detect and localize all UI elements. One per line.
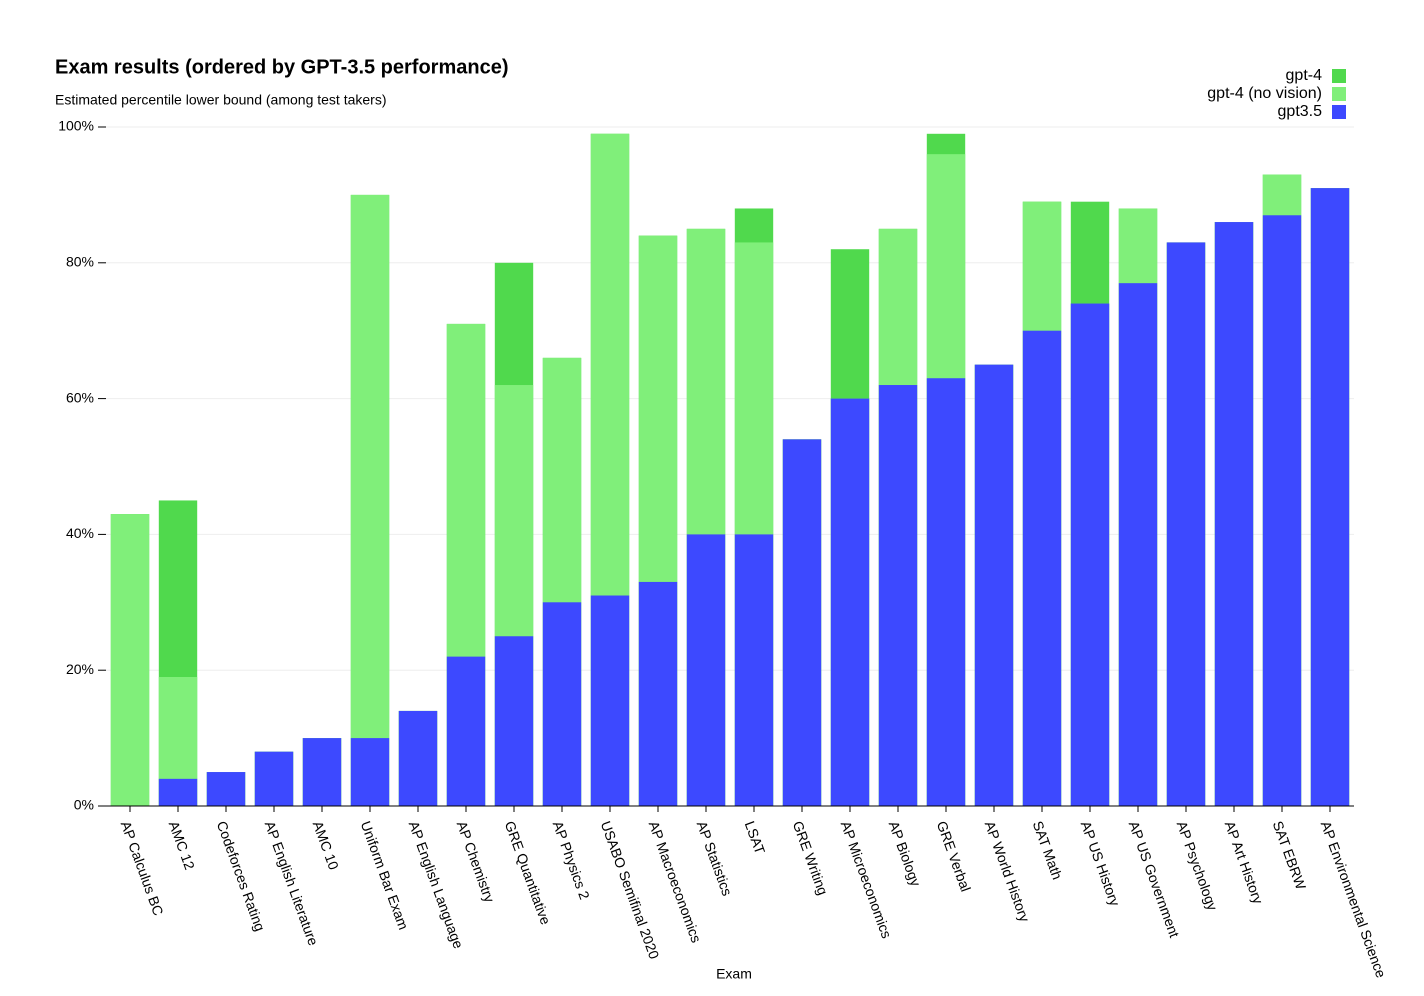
bar [254,751,294,806]
bar [350,194,390,806]
x-tick-label: GRE Writing [790,819,832,897]
chart-subtitle: Estimated percentile lower bound (among … [55,92,387,108]
x-tick-label: AP Environmental Science [1318,819,1390,980]
bar [830,398,870,806]
x-tick-label: AP Macroeconomics [646,819,705,945]
legend-swatch [1332,87,1346,101]
bar [782,439,822,806]
x-tick-label: AP US History [1078,819,1124,908]
legend-swatch [1332,105,1346,119]
bar [1262,215,1302,806]
x-tick-label: AP English Language [406,819,467,951]
x-tick-label: SAT Math [1030,819,1066,882]
y-tick-label: 60% [66,389,94,405]
bar [494,636,534,806]
bar [158,778,198,806]
y-tick-label: 20% [66,661,94,677]
x-tick-label: AP World History [982,819,1033,924]
bar [302,738,342,806]
bar [686,534,726,806]
bar [1022,330,1062,806]
x-tick-label: AP Biology [886,819,924,889]
x-tick-label: LSAT [742,819,769,857]
bar [1310,188,1350,807]
x-tick-label: GRE Verbal [934,819,974,894]
bar [1118,283,1158,806]
x-tick-label: AP Microeconomics [838,819,895,940]
y-tick-label: 80% [66,254,94,270]
x-tick-label: Uniform Bar Exam [358,819,412,932]
x-tick-label: AP Calculus BC [118,819,167,918]
x-tick-label: Codeforces Rating [214,819,269,933]
bar [206,772,246,806]
bar [446,656,486,806]
chart-title: Exam results (ordered by GPT-3.5 perform… [55,56,509,78]
bar [638,581,678,806]
x-axis-title: Exam [716,966,752,982]
bar [1214,222,1254,806]
bar [1166,242,1206,806]
bar [542,602,582,806]
x-tick-label: AP Chemistry [454,819,498,905]
bar [734,534,774,806]
x-tick-label: AP English Literature [262,819,322,948]
x-tick-label: AP US Government [1126,819,1183,940]
legend-label: gpt-4 [1286,67,1323,84]
y-tick-label: 40% [66,525,94,541]
bar [974,364,1014,806]
bar [350,738,390,806]
legend-swatch [1332,69,1346,83]
x-tick-label: AMC 12 [166,819,198,872]
y-tick-label: 100% [58,118,94,134]
bar [110,514,150,806]
x-tick-label: SAT EBRW [1270,819,1310,892]
legend-label: gpt3.5 [1278,103,1323,120]
bar [1070,303,1110,806]
x-tick-label: AP Psychology [1174,819,1221,913]
x-tick-label: AP Statistics [694,819,736,898]
legend-label: gpt-4 (no vision) [1207,85,1322,102]
x-tick-label: GRE Quantitative [502,819,554,927]
x-tick-label: AP Art History [1222,819,1267,906]
x-tick-label: AP Physics 2 [550,819,593,902]
bar [398,710,438,806]
bar [878,385,918,806]
y-tick-label: 0% [74,797,94,813]
bar [590,595,630,806]
bar [926,378,966,806]
x-tick-label: AMC 10 [310,819,342,872]
